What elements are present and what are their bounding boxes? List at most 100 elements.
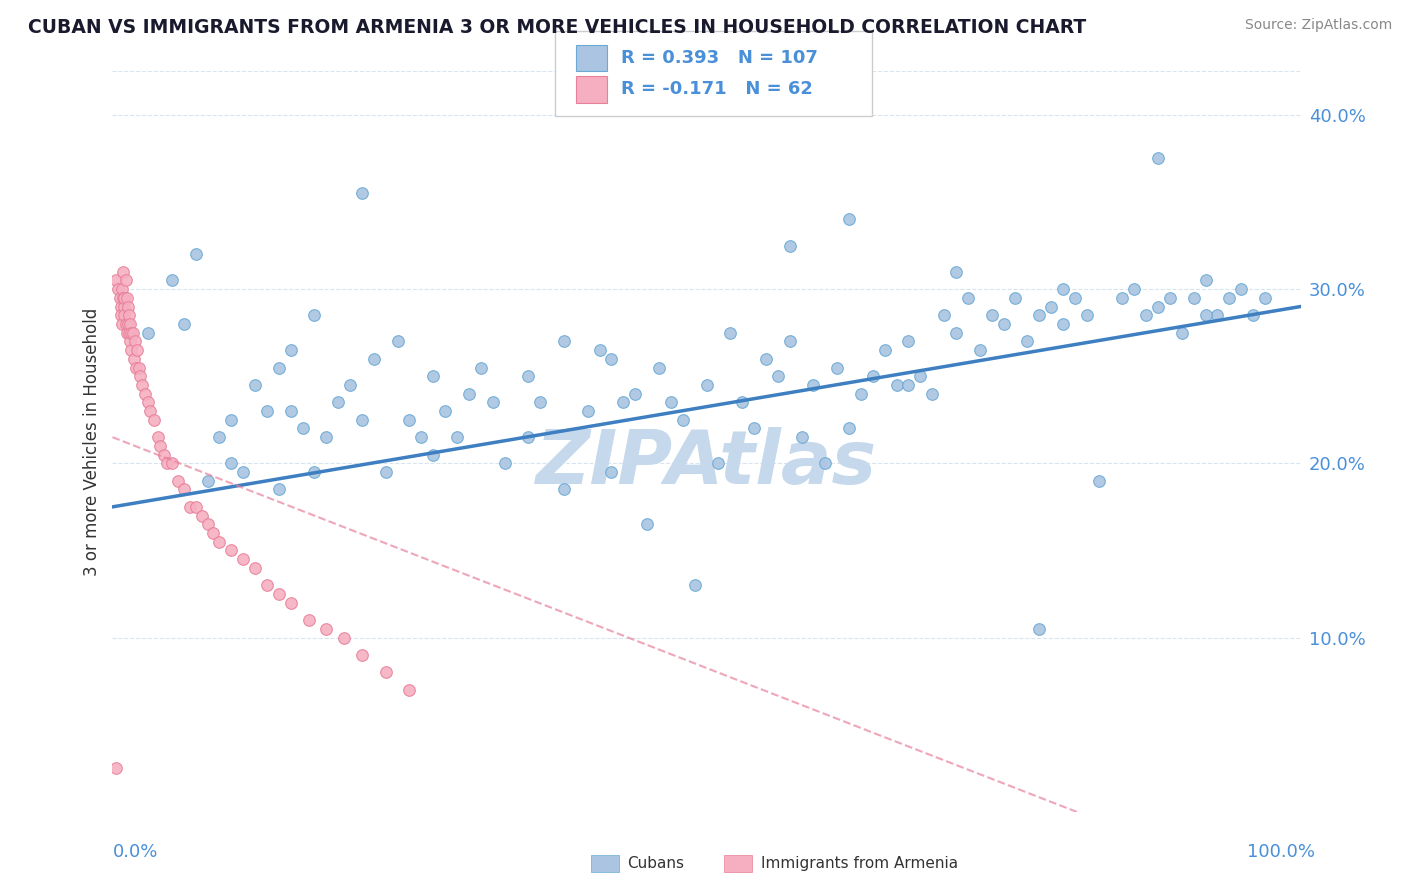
Point	[179, 500, 201, 514]
Point	[143, 413, 166, 427]
Point	[173, 483, 195, 497]
Point	[160, 273, 183, 287]
Point	[849, 386, 872, 401]
Point	[934, 308, 956, 322]
Point	[219, 543, 243, 558]
Point	[149, 439, 172, 453]
Point	[208, 534, 231, 549]
Point	[411, 430, 433, 444]
Point	[124, 334, 146, 349]
Point	[398, 682, 420, 697]
Point	[112, 308, 135, 322]
Point	[243, 561, 266, 575]
Point	[659, 395, 682, 409]
Point	[136, 395, 159, 409]
Point	[648, 360, 671, 375]
Point	[131, 378, 153, 392]
Point	[243, 378, 266, 392]
Point	[1254, 291, 1277, 305]
Point	[280, 343, 302, 357]
Point	[134, 386, 156, 401]
Point	[128, 360, 150, 375]
Point	[115, 326, 138, 340]
Point	[873, 343, 896, 357]
Point	[481, 395, 503, 409]
Point	[1040, 300, 1063, 314]
Text: 100.0%: 100.0%	[1247, 843, 1315, 861]
Point	[118, 308, 141, 322]
Point	[1230, 282, 1253, 296]
Point	[696, 378, 718, 392]
Point	[600, 465, 623, 479]
Point	[1194, 273, 1216, 287]
Point	[256, 404, 278, 418]
Point	[731, 395, 754, 409]
Point	[267, 483, 290, 497]
Point	[146, 430, 169, 444]
Point	[190, 508, 212, 523]
Point	[1206, 308, 1229, 322]
Point	[1052, 317, 1074, 331]
Point	[363, 351, 385, 366]
Point	[387, 334, 409, 349]
Point	[1147, 300, 1170, 314]
Point	[422, 448, 444, 462]
Point	[160, 456, 183, 470]
Point	[398, 413, 420, 427]
Point	[803, 378, 825, 392]
Point	[1028, 308, 1050, 322]
Point	[1052, 282, 1074, 296]
Point	[1076, 308, 1098, 322]
Y-axis label: 3 or more Vehicles in Household: 3 or more Vehicles in Household	[83, 308, 101, 575]
Point	[755, 351, 778, 366]
Point	[256, 578, 278, 592]
Point	[232, 552, 254, 566]
Point	[350, 186, 373, 201]
Point	[110, 308, 132, 322]
Point	[766, 369, 789, 384]
Point	[202, 526, 225, 541]
Point	[1182, 291, 1205, 305]
Point	[886, 378, 908, 392]
Point	[1063, 291, 1085, 305]
Point	[838, 212, 860, 227]
Point	[494, 456, 516, 470]
Point	[1111, 291, 1133, 305]
Point	[1017, 334, 1039, 349]
Point	[315, 430, 337, 444]
Point	[553, 334, 575, 349]
Point	[121, 326, 143, 340]
Point	[838, 421, 860, 435]
Point	[339, 378, 361, 392]
Point	[600, 351, 623, 366]
Point	[105, 761, 128, 775]
Point	[117, 317, 139, 331]
Point	[156, 456, 179, 470]
Point	[208, 430, 231, 444]
Text: R = -0.171   N = 62: R = -0.171 N = 62	[621, 80, 813, 98]
Text: CUBAN VS IMMIGRANTS FROM ARMENIA 3 OR MORE VEHICLES IN HOUSEHOLD CORRELATION CHA: CUBAN VS IMMIGRANTS FROM ARMENIA 3 OR MO…	[28, 18, 1087, 37]
Point	[118, 326, 141, 340]
Text: Immigrants from Armenia: Immigrants from Armenia	[761, 856, 957, 871]
Point	[108, 291, 131, 305]
Point	[219, 413, 243, 427]
Point	[304, 465, 326, 479]
Point	[114, 317, 136, 331]
Point	[110, 300, 132, 314]
Point	[576, 404, 599, 418]
Text: 0.0%: 0.0%	[112, 843, 157, 861]
Point	[350, 413, 373, 427]
Point	[315, 622, 337, 636]
Point	[128, 369, 150, 384]
Point	[897, 378, 920, 392]
Point	[280, 596, 302, 610]
Point	[434, 404, 457, 418]
Point	[790, 430, 813, 444]
Point	[120, 334, 142, 349]
Text: Cubans: Cubans	[627, 856, 685, 871]
Text: R = 0.393   N = 107: R = 0.393 N = 107	[621, 49, 818, 67]
Point	[374, 665, 396, 680]
Point	[374, 465, 396, 479]
Point	[173, 317, 195, 331]
Point	[152, 448, 174, 462]
